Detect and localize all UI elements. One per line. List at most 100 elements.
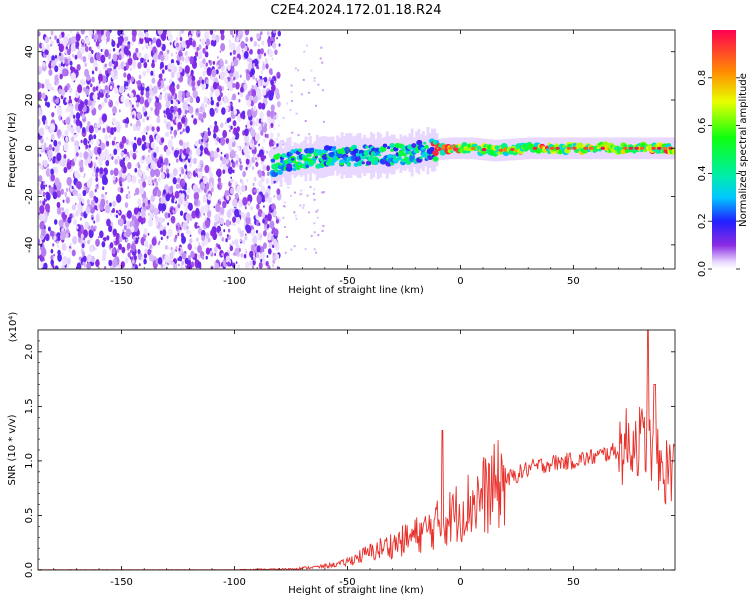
spectrogram-noise-cell xyxy=(166,235,169,239)
spectrogram-noise-cell xyxy=(203,204,209,213)
spectrogram-noise-cell xyxy=(233,135,236,139)
spectrogram-noise-cell xyxy=(45,184,48,187)
spectrogram-noise-cell xyxy=(142,70,146,77)
spectrogram-peak-cell xyxy=(481,148,487,152)
spectrogram-noise-cell xyxy=(313,231,316,234)
spectrogram-noise-cell xyxy=(54,55,58,59)
spectrogram-noise-cell xyxy=(160,54,165,62)
spectrogram-noise-cell xyxy=(84,98,89,106)
spectrogram-noise-cell xyxy=(260,130,264,136)
spectrogram-noise-cell xyxy=(99,167,104,175)
spectrogram-noise-cell xyxy=(170,215,176,224)
spectrogram-noise-cell xyxy=(117,30,122,36)
spectrogram-noise-cell xyxy=(42,188,45,192)
spectrogram-noise-cell xyxy=(297,69,300,72)
spectrogram-noise-cell xyxy=(88,30,93,37)
spectrogram-noise-cell xyxy=(137,62,142,70)
spectrogram-noise-cell xyxy=(126,117,129,122)
spectrogram-noise-cell xyxy=(54,65,59,73)
spectrogram-noise-cell xyxy=(38,189,43,196)
spectrogram-noise-cell xyxy=(201,163,204,168)
spectrogram-noise-cell xyxy=(191,30,195,35)
spectrogram-noise-cell xyxy=(228,39,231,44)
spectrogram-noise-cell xyxy=(253,157,256,161)
spectrogram-noise-cell xyxy=(89,134,93,139)
spectrogram-noise-cell xyxy=(169,172,174,180)
spectrogram-noise-cell xyxy=(155,181,159,186)
spectrogram-noise-cell xyxy=(214,34,220,43)
spectrogram-noise-cell xyxy=(201,138,204,143)
spectrogram-noise-cell xyxy=(170,62,175,71)
spectrogram-noise-cell xyxy=(56,190,62,198)
spectrogram-noise-cell xyxy=(249,48,253,55)
spectrogram-noise-cell xyxy=(149,84,153,90)
spectrogram-x-tick-label: -150 xyxy=(110,276,133,287)
spectrogram-noise-cell xyxy=(225,238,228,243)
spectrogram-noise-cell xyxy=(178,263,180,267)
spectrogram-noise-cell xyxy=(270,104,275,112)
spectrogram-noise-cell xyxy=(252,189,254,193)
spectrogram-noise-cell xyxy=(138,52,142,58)
spectrogram-noise-cell xyxy=(266,133,269,139)
spectrogram-noise-cell xyxy=(56,106,63,116)
spectrogram-noise-cell xyxy=(266,255,269,258)
spectrogram-noise-cell xyxy=(185,207,189,213)
spectrogram-noise-cell xyxy=(38,211,41,216)
spectrogram-noise-cell xyxy=(257,232,263,241)
spectrogram-ridge-cell xyxy=(298,148,302,152)
spectrogram-noise-cell xyxy=(198,225,200,229)
spectrogram-noise-cell xyxy=(196,237,199,242)
spectrogram-noise-cell xyxy=(143,61,148,69)
spectrogram-noise-cell xyxy=(73,134,77,139)
spectrogram-noise-cell xyxy=(216,168,222,178)
spectrogram-noise-cell xyxy=(132,259,135,264)
spectrogram-ridge-cell xyxy=(672,148,675,151)
spectrogram-noise-cell xyxy=(186,73,190,78)
spectrogram-noise-cell xyxy=(229,30,234,36)
spectrogram-noise-cell xyxy=(139,31,144,39)
spectrogram-noise-cell xyxy=(161,203,167,212)
spectrogram-noise-cell xyxy=(282,143,285,146)
spectrogram-noise-cell xyxy=(225,255,231,263)
spectrogram-noise-cell xyxy=(179,229,182,234)
spectrogram-ridge-cell xyxy=(346,161,352,166)
spectrogram-noise-cell xyxy=(232,178,235,182)
spectrogram-noise-cell xyxy=(73,218,77,226)
spectrogram-noise-cell xyxy=(275,216,278,219)
spectrogram-noise-cell xyxy=(226,209,232,219)
spectrogram-noise-cell xyxy=(264,197,268,202)
spectrogram-noise-cell xyxy=(50,249,54,254)
spectrogram-noise-cell xyxy=(230,125,233,130)
spectrogram-x-axis-label: Height of straight line (km) xyxy=(288,285,424,296)
spectrogram-noise-cell xyxy=(80,139,83,144)
spectrogram-noise-cell xyxy=(271,203,276,210)
spectrogram-noise-cell xyxy=(108,61,112,67)
spectrogram-noise-cell xyxy=(125,156,130,162)
snr-y-tick-label: 0.5 xyxy=(24,508,35,524)
spectrogram-noise-cell xyxy=(150,106,153,112)
spectrogram-noise-cell xyxy=(142,113,145,117)
spectrogram-noise-cell xyxy=(193,199,199,207)
spectrogram-noise-cell xyxy=(262,242,267,250)
spectrogram-noise-cell xyxy=(45,192,51,201)
snr-y-multiplier: (x10⁴) xyxy=(8,312,19,343)
spectrogram-noise-cell xyxy=(219,217,225,225)
spectrogram-noise-cell xyxy=(83,80,86,85)
spectrogram-noise-cell xyxy=(88,144,91,149)
spectrogram-noise-cell xyxy=(81,243,85,249)
spectrogram-peak-cell xyxy=(668,146,673,150)
spectrogram-noise-cell xyxy=(101,241,106,248)
spectrogram-noise-cell xyxy=(225,153,229,160)
spectrogram-noise-cell xyxy=(235,46,241,54)
spectrogram-noise-cell xyxy=(236,37,240,42)
spectrogram-noise-cell xyxy=(262,125,268,133)
spectrogram-noise-cell xyxy=(126,238,129,243)
spectrogram-noise-cell xyxy=(86,199,90,205)
spectrogram-noise-cell xyxy=(300,192,303,195)
spectrogram-noise-cell xyxy=(100,142,106,151)
spectrogram-noise-cell xyxy=(137,236,140,240)
spectrogram-noise-cell xyxy=(242,170,247,178)
spectrogram-noise-cell xyxy=(163,77,166,81)
spectrogram-noise-cell xyxy=(285,236,288,239)
spectrogram-noise-cell xyxy=(40,137,44,144)
